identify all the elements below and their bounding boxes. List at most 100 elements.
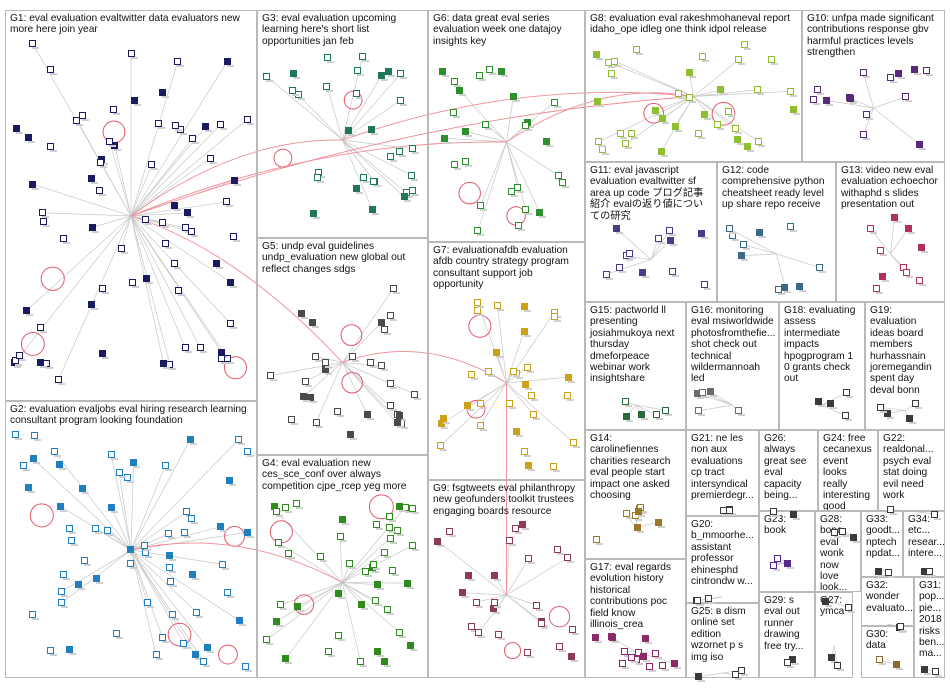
graph-node[interactable] (400, 193, 411, 203)
graph-node[interactable] (461, 158, 472, 168)
group-g22[interactable]: G22: realdonal... psych eval stat doing … (878, 430, 945, 511)
graph-node[interactable] (369, 206, 379, 216)
graph-node[interactable] (717, 86, 728, 96)
graph-node[interactable] (166, 552, 177, 562)
graph-node[interactable] (700, 111, 711, 121)
graph-node[interactable] (155, 119, 166, 129)
graph-node[interactable] (380, 548, 391, 558)
graph-node[interactable] (13, 125, 24, 135)
graph-node[interactable] (166, 578, 177, 588)
graph-node[interactable] (349, 352, 360, 362)
graph-node[interactable] (877, 247, 888, 257)
graph-node[interactable] (206, 154, 217, 164)
graph-node[interactable] (25, 483, 36, 493)
graph-node[interactable] (387, 401, 398, 411)
graph-node[interactable] (88, 175, 99, 185)
graph-node[interactable] (494, 302, 505, 312)
graph-node[interactable] (774, 555, 785, 564)
graph-node[interactable] (357, 601, 368, 611)
graph-node[interactable] (642, 635, 653, 645)
graph-node[interactable] (323, 82, 334, 92)
graph-node[interactable] (298, 309, 309, 319)
group-g28[interactable]: G28: bono eval wonk now love look... (815, 511, 861, 592)
graph-node[interactable] (107, 503, 118, 513)
graph-node[interactable] (732, 671, 743, 681)
graph-node[interactable] (196, 344, 207, 354)
graph-node[interactable] (60, 571, 71, 580)
graph-node[interactable] (107, 451, 118, 461)
graph-node[interactable] (411, 390, 422, 400)
graph-node[interactable] (236, 617, 247, 627)
graph-node[interactable] (395, 628, 406, 638)
graph-node[interactable] (334, 631, 345, 641)
graph-node[interactable] (867, 225, 878, 235)
graph-node[interactable] (160, 359, 171, 369)
group-g7[interactable]: G7: evaluationafdb evaluation afdb count… (428, 242, 585, 480)
graph-node[interactable] (189, 134, 200, 144)
graph-node[interactable] (786, 223, 797, 233)
graph-node[interactable] (217, 120, 228, 130)
graph-node[interactable] (346, 560, 357, 570)
graph-node[interactable] (384, 606, 395, 616)
graph-node[interactable] (616, 264, 627, 274)
graph-node[interactable] (117, 245, 128, 255)
graph-node[interactable] (620, 647, 631, 657)
graph-node[interactable] (321, 359, 332, 369)
graph-node[interactable] (441, 134, 452, 144)
graph-node[interactable] (550, 313, 561, 323)
graph-node[interactable] (784, 560, 795, 570)
graph-node[interactable] (707, 388, 718, 398)
graph-node[interactable] (92, 525, 103, 535)
graph-node[interactable] (508, 188, 519, 198)
graph-node[interactable] (223, 198, 234, 208)
graph-node[interactable] (774, 285, 785, 295)
graph-node[interactable] (434, 537, 445, 547)
graph-node[interactable] (406, 641, 417, 651)
graph-node[interactable] (482, 120, 493, 130)
graph-node[interactable] (665, 226, 676, 236)
graph-node[interactable] (842, 389, 853, 399)
graph-node[interactable] (699, 388, 710, 398)
graph-node[interactable] (490, 571, 501, 581)
graph-node[interactable] (637, 410, 648, 420)
graph-node[interactable] (55, 376, 66, 386)
graph-node[interactable] (24, 134, 35, 144)
graph-node[interactable] (890, 214, 901, 224)
graph-node[interactable] (143, 275, 154, 285)
group-g20[interactable]: G20: b_mmoorhe... assistant professor eh… (686, 516, 759, 603)
graph-node[interactable] (538, 619, 548, 629)
graph-node[interactable] (595, 138, 606, 148)
graph-node[interactable] (109, 106, 120, 116)
group-g29[interactable]: G29: s eval out runner drawing free try.… (759, 592, 815, 678)
graph-node[interactable] (174, 57, 185, 67)
graph-node[interactable] (409, 541, 420, 551)
graph-node[interactable] (80, 556, 91, 566)
graph-node[interactable] (409, 186, 420, 196)
graph-node[interactable] (476, 202, 487, 212)
graph-node[interactable] (98, 350, 109, 360)
graph-node[interactable] (105, 137, 116, 147)
graph-node[interactable] (127, 545, 138, 555)
graph-node[interactable] (74, 581, 85, 591)
group-g34[interactable]: G34: etc... resear... intere... (903, 511, 945, 577)
graph-node[interactable] (30, 432, 41, 442)
graph-node[interactable] (289, 70, 300, 80)
graph-node[interactable] (171, 260, 182, 270)
graph-node[interactable] (266, 372, 277, 382)
graph-node[interactable] (784, 659, 795, 669)
graph-node[interactable] (485, 368, 496, 378)
graph-node[interactable] (519, 520, 530, 530)
graph-node[interactable] (230, 232, 241, 242)
graph-node[interactable] (622, 398, 633, 408)
graph-node[interactable] (263, 636, 274, 646)
graph-node[interactable] (148, 161, 159, 170)
graph-node[interactable] (622, 140, 633, 150)
group-g3[interactable]: G3: eval evaluation upcoming learning he… (257, 10, 428, 238)
graph-node[interactable] (640, 652, 651, 662)
graph-node[interactable] (218, 354, 229, 364)
graph-node[interactable] (822, 598, 833, 608)
graph-node[interactable] (543, 137, 554, 147)
graph-node[interactable] (317, 553, 328, 563)
graph-node[interactable] (39, 217, 50, 227)
graph-node[interactable] (770, 507, 781, 517)
